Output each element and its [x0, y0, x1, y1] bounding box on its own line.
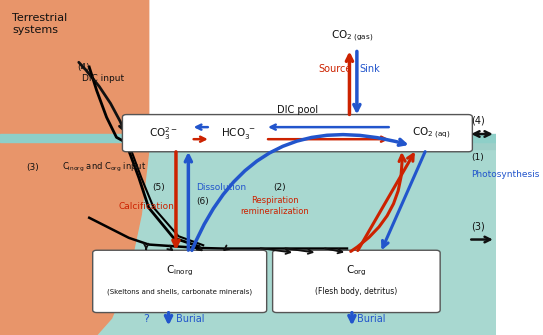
Text: (4): (4) — [77, 63, 90, 71]
Text: HCO$_3^{\ -}$: HCO$_3^{\ -}$ — [220, 126, 255, 141]
Text: Burial: Burial — [357, 314, 386, 324]
Polygon shape — [0, 0, 149, 335]
FancyBboxPatch shape — [122, 115, 472, 152]
Text: Photosynthesis: Photosynthesis — [471, 170, 539, 179]
Text: CO$_{2\ \mathrm{(gas)}}$: CO$_{2\ \mathrm{(gas)}}$ — [331, 28, 373, 44]
Text: (5): (5) — [152, 183, 165, 192]
Text: (3): (3) — [471, 221, 485, 231]
FancyBboxPatch shape — [93, 250, 267, 313]
Text: (4): (4) — [471, 116, 485, 126]
Text: Terrestrial
systems: Terrestrial systems — [12, 13, 68, 35]
Text: DIC pool: DIC pool — [277, 105, 318, 115]
Text: C$_\mathrm{inorg}$: C$_\mathrm{inorg}$ — [166, 264, 193, 278]
Text: CO$_3^{2-}$: CO$_3^{2-}$ — [149, 125, 178, 142]
Bar — [0, 137, 496, 335]
Text: (3): (3) — [26, 163, 39, 172]
Text: Burial: Burial — [176, 314, 205, 324]
Text: Respiration
remineralization: Respiration remineralization — [241, 196, 310, 216]
Text: Calcification: Calcification — [118, 202, 174, 210]
Bar — [0, 134, 496, 142]
Text: Sink: Sink — [359, 64, 380, 74]
Text: DIC input: DIC input — [82, 74, 124, 83]
Text: Dissolution: Dissolution — [196, 183, 246, 192]
Text: C$_\mathrm{org}$: C$_\mathrm{org}$ — [346, 264, 367, 278]
Text: Source: Source — [318, 64, 351, 74]
Bar — [0, 137, 496, 149]
Text: (1): (1) — [471, 153, 484, 162]
FancyBboxPatch shape — [273, 250, 440, 313]
Text: CO$_{2\ \mathrm{(aq)}}$: CO$_{2\ \mathrm{(aq)}}$ — [412, 126, 451, 141]
Text: (Flesh body, detritus): (Flesh body, detritus) — [315, 287, 397, 296]
Text: (Skeltons and shells, carbonate minerals): (Skeltons and shells, carbonate minerals… — [107, 288, 252, 295]
Text: (2): (2) — [274, 183, 286, 192]
Text: ?: ? — [143, 314, 149, 324]
Text: (6): (6) — [196, 197, 209, 205]
Text: C$_\mathrm{inorg}$ and C$_\mathrm{org}$ input: C$_\mathrm{inorg}$ and C$_\mathrm{org}$ … — [62, 161, 146, 174]
Bar — [0, 0, 496, 137]
